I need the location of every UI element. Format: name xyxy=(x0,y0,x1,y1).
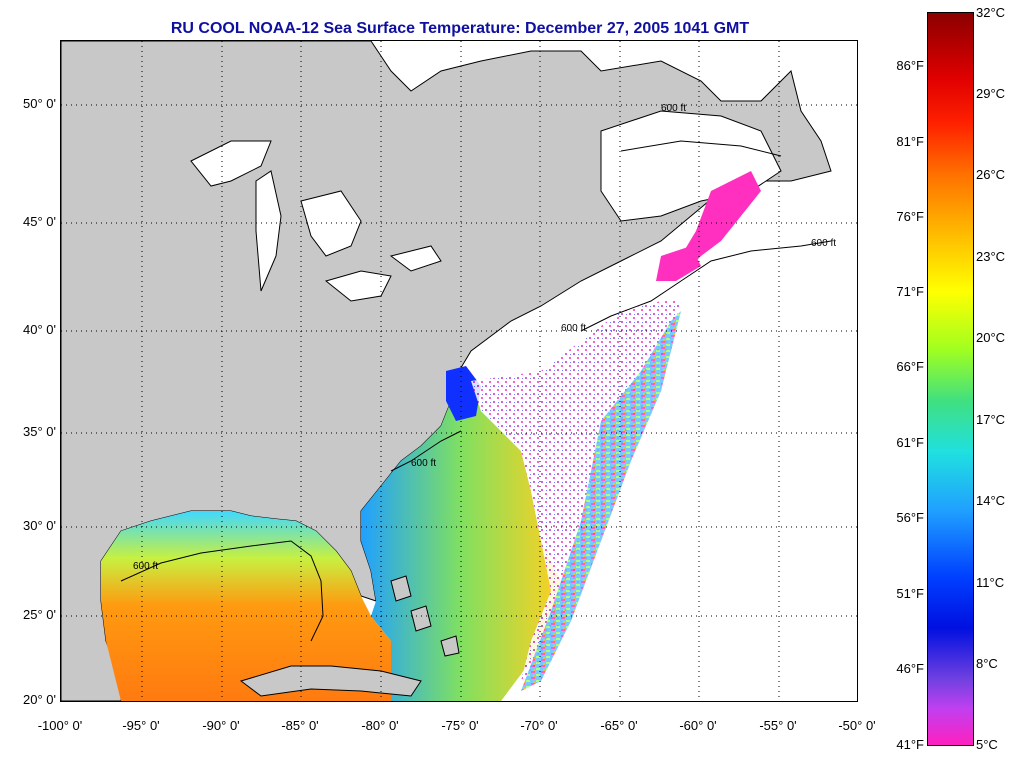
colorbar-f-61: 61°F xyxy=(896,435,924,450)
lon-label-60: -60° 0' xyxy=(679,718,717,733)
colorbar-c-17: 17°C xyxy=(976,412,1006,427)
colorbar-c-29: 29°C xyxy=(976,86,1006,101)
temperature-colorbar xyxy=(927,12,974,746)
lat-label-25: 25° 0' xyxy=(23,607,56,622)
gulf-of-maine-cold-water xyxy=(656,246,701,281)
lat-label-40: 40° 0' xyxy=(23,322,56,337)
lat-label-35: 35° 0' xyxy=(23,424,56,439)
mid-atlantic-cold-water xyxy=(446,366,481,421)
colorbar-c-23: 23°C xyxy=(976,249,1006,264)
atlantic-coastal-sst xyxy=(361,376,561,701)
isobath-label-gulf: 600 ft xyxy=(133,561,158,572)
land-cuba xyxy=(239,665,422,697)
lat-label-20: 20° 0' xyxy=(23,692,56,707)
graticule xyxy=(61,41,857,701)
colorbar-f-51: 51°F xyxy=(896,586,924,601)
offshore-banded-region xyxy=(521,311,681,691)
nova-scotia-cold-water xyxy=(681,171,761,271)
colorbar-f-56: 56°F xyxy=(896,510,924,525)
colorbar-c-14: 14°C xyxy=(976,493,1006,508)
colorbar-c-32: 32°C xyxy=(976,5,1006,20)
isobath-label-shelf: 600 ft xyxy=(661,103,686,114)
sst-map[interactable]: 600 ft 600 ft 600 ft 600 ft 600 ft xyxy=(60,40,858,702)
lon-label-75: -75° 0' xyxy=(441,718,479,733)
lat-label-30: 30° 0' xyxy=(23,518,56,533)
gulf-of-mexico-sst xyxy=(101,511,391,701)
sst-map-svg: 600 ft 600 ft 600 ft 600 ft 600 ft xyxy=(61,41,857,701)
lon-label-50: -50° 0' xyxy=(838,718,876,733)
colorbar-f-71: 71°F xyxy=(896,284,924,299)
colorbar-f-81: 81°F xyxy=(896,134,924,149)
great-lakes xyxy=(190,140,442,302)
colorbar-c-5: 5°C xyxy=(976,737,998,752)
lon-label-85: -85° 0' xyxy=(281,718,319,733)
colorbar-f-46: 46°F xyxy=(896,661,924,676)
land-bahamas xyxy=(390,575,460,657)
isobath-label-scotian: 600 ft xyxy=(811,238,836,249)
colorbar-c-26: 26°C xyxy=(976,167,1006,182)
lon-label-70: -70° 0' xyxy=(520,718,558,733)
colorbar-f-86: 86°F xyxy=(896,58,924,73)
lon-label-65: -65° 0' xyxy=(600,718,638,733)
colorbar-f-66: 66°F xyxy=(896,359,924,374)
lon-label-100: -100° 0' xyxy=(37,718,83,733)
lat-label-45: 45° 0' xyxy=(23,214,56,229)
map-title: RU COOL NOAA-12 Sea Surface Temperature:… xyxy=(170,20,750,37)
isobath-label-gulf-of-maine: 600 ft xyxy=(561,323,586,334)
colorbar-f-41: 41°F xyxy=(896,737,924,752)
isobath-600ft xyxy=(120,140,832,642)
colorbar-c-20: 20°C xyxy=(976,330,1006,345)
lon-label-55: -55° 0' xyxy=(759,718,797,733)
colorbar-c-11: 11°C xyxy=(976,575,1005,590)
colorbar-c-8: 8°C xyxy=(976,656,998,671)
lon-label-90: -90° 0' xyxy=(202,718,240,733)
colorbar-f-76: 76°F xyxy=(896,209,924,224)
lat-label-50: 50° 0' xyxy=(23,96,56,111)
lon-label-95: -95° 0' xyxy=(122,718,160,733)
isobath-label-carolina: 600 ft xyxy=(411,458,436,469)
lon-label-80: -80° 0' xyxy=(361,718,399,733)
